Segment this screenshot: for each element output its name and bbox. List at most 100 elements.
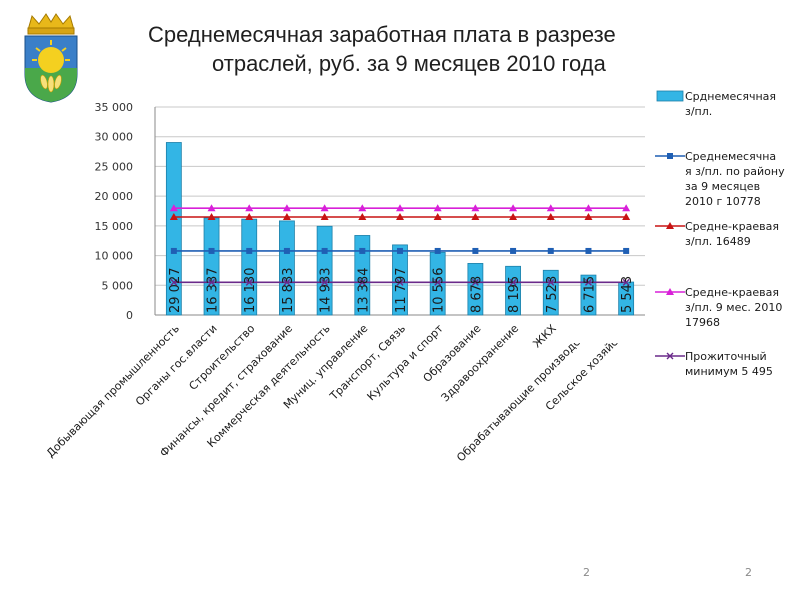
legend-label-line: за 9 месяцев [685,180,760,193]
bar-value-label: 16 337 [206,268,221,314]
y-tick-label: 0 [126,309,133,322]
series-marker [472,247,479,254]
series-marker [207,213,216,221]
category-label: ЖКХ [530,322,559,351]
series-marker [584,278,592,286]
legend-label: Среднемесячна я з/пл. по району за 9 месяц… [685,150,785,208]
legend-label-line: з/пл. 9 мес. 2010 [685,301,782,314]
series-marker [320,204,329,212]
bar-value-label: 13 384 [356,268,371,314]
series-marker [207,204,216,212]
legend-label-line: Прожиточный [685,350,767,363]
legend-marker [666,288,674,295]
bar [392,244,408,316]
series-marker [433,204,442,212]
bar [354,235,371,316]
title-line-2: отраслей, руб. за 9 месяцев 2010 года [212,51,606,76]
series-marker [546,204,555,212]
series-marker [283,247,290,254]
series-marker [434,278,442,286]
bar [165,142,182,316]
series-marker [208,247,215,254]
legend-label-line: з/пл. 16489 [685,235,751,248]
legend-label-line: 17968 [685,316,720,329]
series-marker [622,204,631,212]
bar [542,269,559,316]
bar-value-label: 7 523 [545,276,560,313]
bar-value-label: 29 027 [168,268,183,314]
legend-label-line: Срднемесячная [685,90,776,103]
series-marker [397,247,403,254]
series-marker [245,204,254,212]
series-marker [320,213,329,221]
series-marker [584,213,593,221]
crown-icon [27,13,75,35]
series-marker [246,247,253,254]
bar-value-label: 15 833 [281,268,296,314]
bar-value-label: 8 678 [469,276,484,313]
bar-value-label: 5 543 [620,276,635,313]
series-marker [509,278,517,286]
legend-label: Прожиточный минимум 5 495 [685,350,773,378]
legend-label: Срднемесячная з/пл. [685,90,776,118]
series-marker [584,204,593,212]
y-tick-label: 25 000 [95,160,134,173]
series-marker [434,247,441,254]
category-label: Обрабатывающие производства [454,322,596,464]
series-marker [396,213,404,221]
series-marker [622,278,630,286]
coat-of-arms [22,12,80,108]
series-marker [170,247,177,254]
series-marker [622,213,631,221]
series-marker [170,278,178,286]
legend-swatch [656,90,684,102]
series-marker [471,204,480,212]
series-marker [358,213,367,221]
y-tick-label: 35 000 [95,101,134,114]
bar [467,263,484,316]
series-marker [245,213,254,221]
series-marker [169,213,178,221]
y-tick-label: 20 000 [95,190,134,203]
legend-marker [666,222,674,229]
series-marker [282,204,291,212]
bar-value-label: 8 195 [507,276,522,313]
series-marker [546,213,555,221]
series-marker [509,213,518,221]
bar [505,265,521,316]
series-marker [321,278,329,286]
series-marker [245,278,253,286]
bar [580,274,597,316]
legend-label-line: я з/пл. по району [685,165,785,178]
y-tick-label: 15 000 [95,220,134,233]
category-label: Строительство [186,322,257,393]
legend-label-line: Среднемесячна [685,150,776,163]
series-marker [509,204,518,212]
series-marker [471,213,480,221]
series-marker [433,213,442,221]
legend-label-line: з/пл. [685,105,712,118]
bar-value-label: 10 556 [432,268,447,314]
series-marker [358,278,366,286]
legend-label-line: минимум 5 495 [685,365,773,378]
series-marker [471,278,479,286]
y-tick-label: 5 000 [102,279,134,292]
series-marker [396,278,404,286]
label-mask [330,423,430,483]
label-mask [557,323,647,343]
legend-label-line: Средне-краевая [685,220,779,233]
bar-value-label: 14 933 [319,268,334,314]
bar [316,225,333,316]
series-marker [169,204,178,212]
series-marker [585,247,592,254]
shield-icon [24,35,78,103]
series-marker [359,247,366,254]
series-marker [510,247,517,254]
series-marker [396,204,404,212]
page-title: Среднемесячная заработная плата в разрез… [148,20,728,78]
bar-value-label: 11 797 [394,268,409,314]
series-marker [283,278,291,286]
series-marker [358,204,367,212]
series-marker [208,278,216,286]
